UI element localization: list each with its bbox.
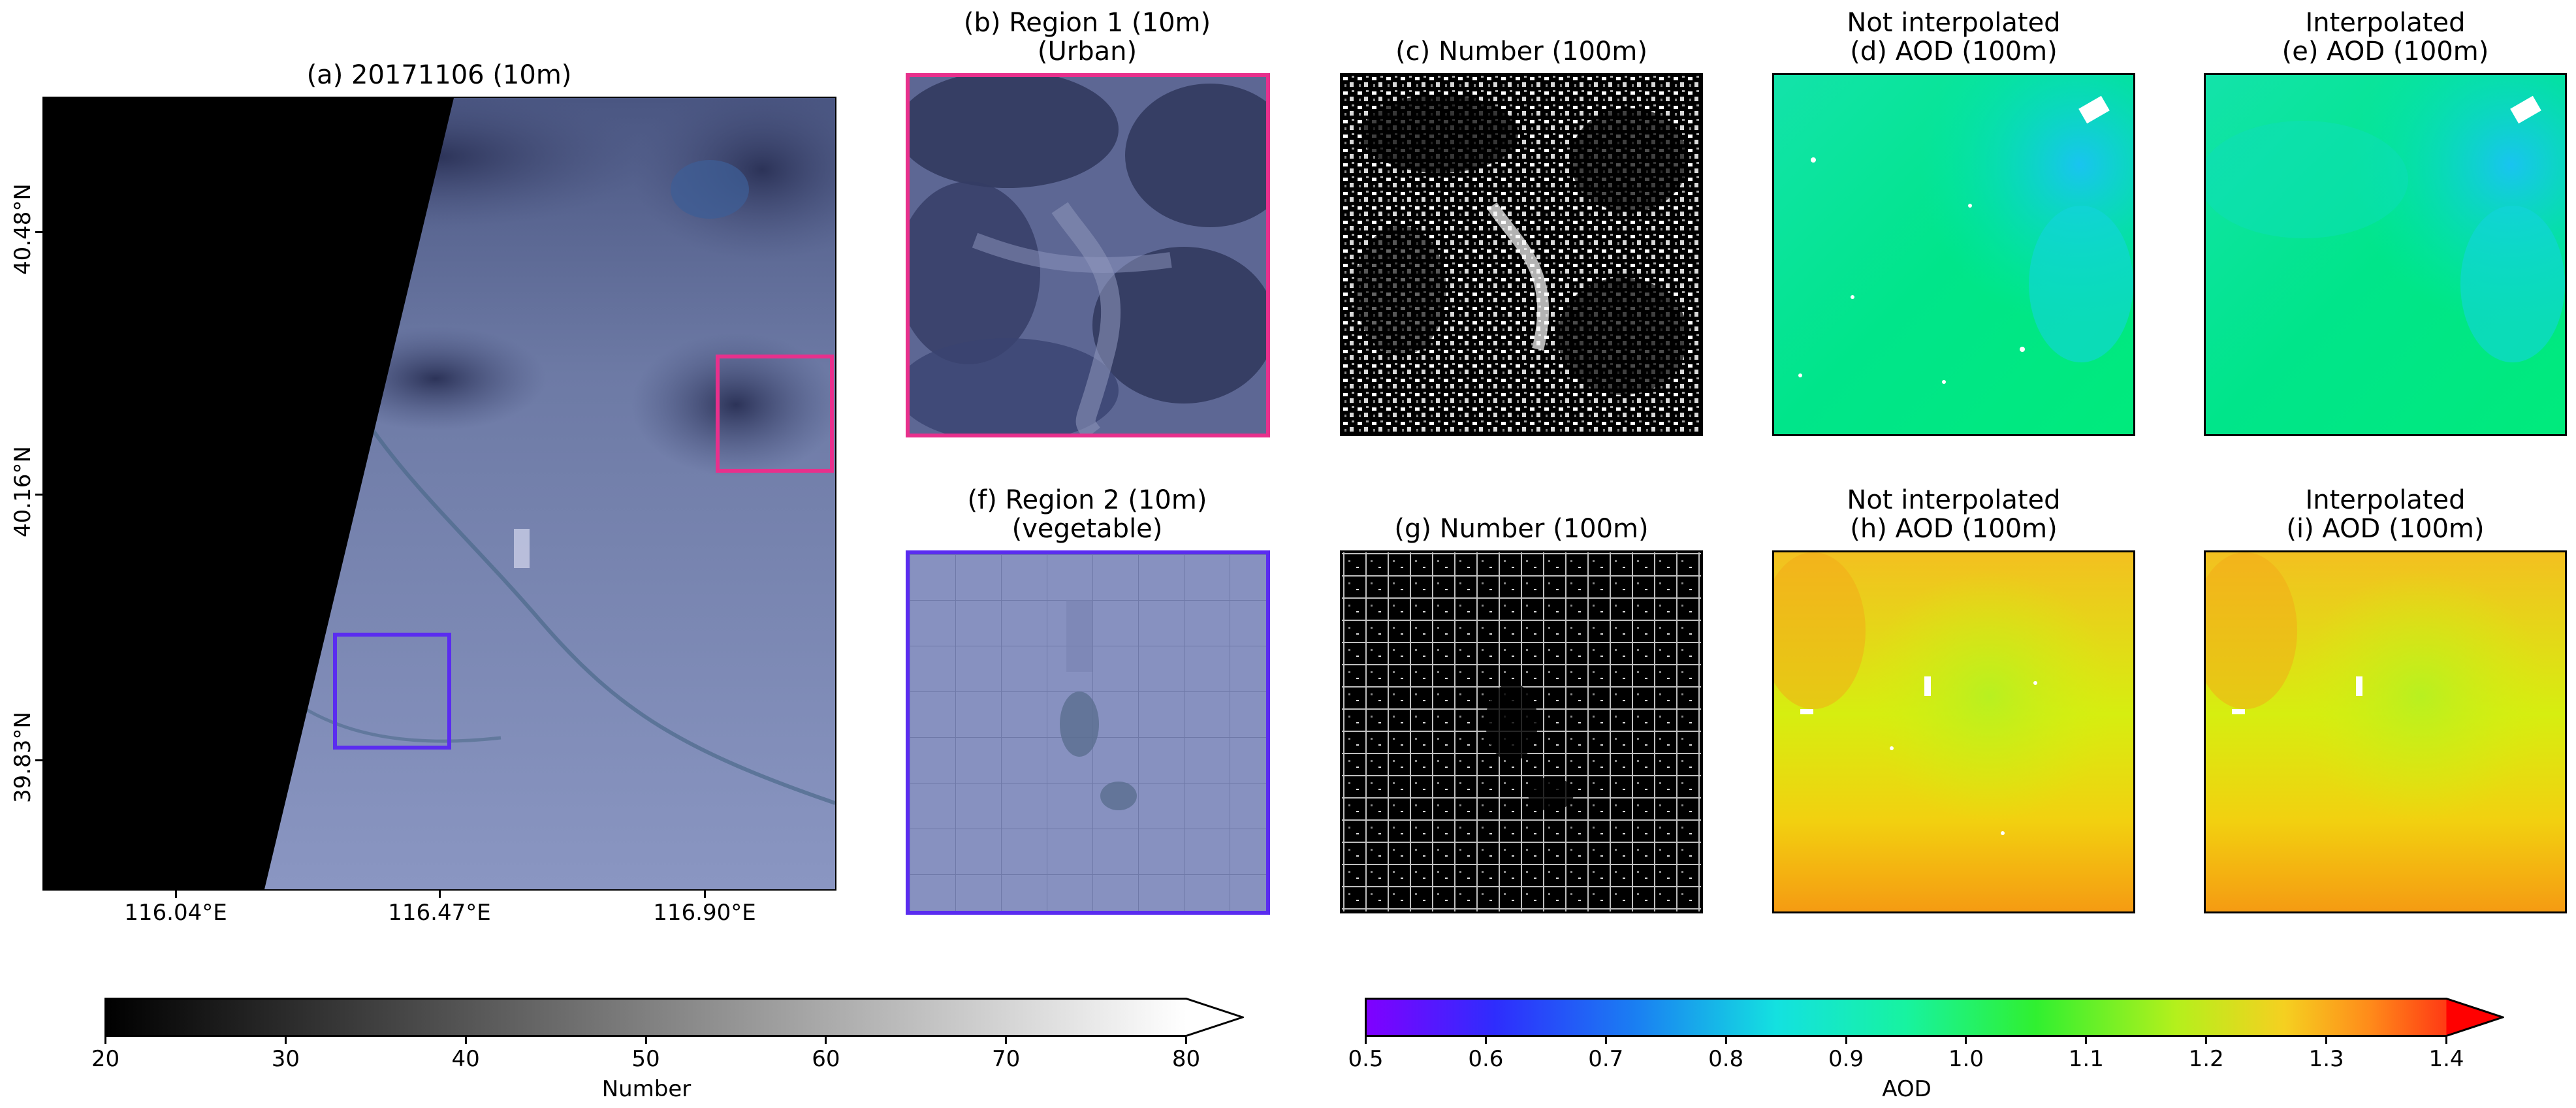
panel-a-map [42, 97, 836, 891]
panel-a-xtick-3: 116.90°E [653, 900, 756, 926]
aod-tick-mark [1845, 1037, 1847, 1044]
number-tick-label: 50 [631, 1046, 660, 1072]
panel-d-title-line1: Not interpolated [1847, 8, 2061, 38]
panel-a-ytick-1: 40.48°N [10, 183, 36, 275]
number-tick-mark [1185, 1037, 1187, 1044]
panel-c-image [1340, 73, 1703, 436]
panel-a-image [44, 98, 835, 889]
number-tick-label: 30 [271, 1046, 300, 1072]
aod-colorbar-label: AOD [1882, 1076, 1932, 1102]
number-colorbar [104, 998, 1246, 1037]
number-tick-label: 60 [812, 1046, 840, 1072]
number-tick-label: 70 [992, 1046, 1021, 1072]
panel-f-image [906, 550, 1270, 915]
panel-f-title-line2: (vegetable) [1011, 514, 1163, 544]
panel-d-image [1772, 73, 2135, 436]
panel-b-title-line1: (b) Region 1 (10m) [963, 8, 1211, 38]
aod-tick-mark [1365, 1037, 1367, 1044]
panel-f-title-line1: (f) Region 2 (10m) [967, 485, 1207, 515]
aod-tick-mark [2085, 1037, 2088, 1044]
number-tick-label: 40 [451, 1046, 480, 1072]
region2-box [333, 633, 451, 750]
aod-tick-mark [1604, 1037, 1607, 1044]
number-tick-mark [464, 1037, 467, 1044]
panel-b-title-line2: (Urban) [1037, 37, 1137, 67]
region1-box [716, 355, 834, 473]
number-tick-mark [825, 1037, 827, 1044]
number-tick-label: 20 [91, 1046, 120, 1072]
panel-i-image [2204, 550, 2567, 913]
aod-tick-label: 0.9 [1828, 1046, 1864, 1072]
panel-c-title: (c) Number (100m) [1395, 37, 1647, 67]
aod-tick-label: 1.4 [2428, 1046, 2464, 1072]
aod-tick-label: 0.5 [1348, 1046, 1384, 1072]
number-tick-mark [284, 1037, 287, 1044]
aod-tick-mark [2445, 1037, 2447, 1044]
number-tick-mark [1005, 1037, 1008, 1044]
panel-h-title-line1: Not interpolated [1847, 485, 2061, 515]
panel-d-title-line2: (d) AOD (100m) [1850, 37, 2058, 67]
panel-i-title-line1: Interpolated [2305, 485, 2466, 515]
aod-tick-mark [1965, 1037, 1967, 1044]
aod-tick-label: 0.6 [1468, 1046, 1504, 1072]
aod-tick-label: 1.3 [2308, 1046, 2344, 1072]
panel-a-ytick-2: 40.16°N [10, 446, 36, 537]
panel-h-image [1772, 550, 2135, 913]
aod-tick-mark [2205, 1037, 2208, 1044]
number-colorbar-label: Number [601, 1076, 692, 1102]
aod-tick-label: 1.1 [2068, 1046, 2104, 1072]
panel-a-title: (a) 20171106 (10m) [306, 60, 572, 90]
panel-b-image [906, 73, 1270, 437]
panel-e-title-line1: Interpolated [2305, 8, 2466, 38]
panel-a-xtick-1: 116.04°E [124, 900, 227, 926]
panel-e-title-line2: (e) AOD (100m) [2282, 37, 2489, 67]
panel-a-xtick-2: 116.47°E [388, 900, 491, 926]
aod-tick-mark [2325, 1037, 2328, 1044]
panel-i-title-line2: (i) AOD (100m) [2286, 514, 2485, 544]
panel-h-title-line2: (h) AOD (100m) [1850, 514, 2058, 544]
panel-g-image [1340, 550, 1703, 913]
panel-g-title: (g) Number (100m) [1394, 514, 1649, 544]
aod-tick-mark [1484, 1037, 1487, 1044]
aod-tick-label: 0.8 [1708, 1046, 1744, 1072]
aod-tick-label: 1.2 [2188, 1046, 2224, 1072]
panel-e-image [2204, 73, 2567, 436]
panel-a-ytick-3: 39.83°N [10, 712, 36, 803]
number-tick-mark [644, 1037, 647, 1044]
number-tick-mark [104, 1037, 106, 1044]
aod-tick-label: 1.0 [1948, 1046, 1984, 1072]
aod-colorbar [1365, 998, 2506, 1037]
aod-tick-mark [1725, 1037, 1727, 1044]
number-tick-label: 80 [1171, 1046, 1201, 1072]
aod-tick-label: 0.7 [1588, 1046, 1624, 1072]
